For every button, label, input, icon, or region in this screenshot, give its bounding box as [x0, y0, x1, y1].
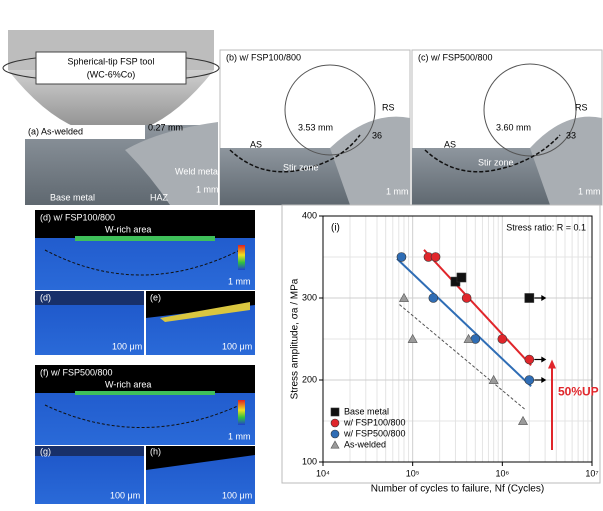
- region-label: Weld metal: [175, 166, 220, 176]
- side-label: AS: [250, 139, 262, 149]
- zone-label: Stir zone: [283, 162, 319, 172]
- scale-label: 1 mm: [228, 431, 251, 441]
- scale-label: 100 μm: [222, 490, 252, 500]
- scale-label: 100 μm: [112, 341, 142, 351]
- marker: [497, 334, 508, 344]
- panel-label: (d) w/ FSP100/800: [40, 212, 115, 222]
- scale-label: 100 μm: [222, 341, 252, 351]
- legend-label: Base metal: [344, 406, 389, 416]
- panel-label: (h): [150, 446, 161, 456]
- y-tick-label: 300: [302, 292, 317, 302]
- scale-label: 1 mm: [386, 186, 409, 196]
- runout-arrow-head: [541, 356, 547, 363]
- region-label: HAZ: [150, 192, 169, 202]
- scale-label: 1 mm: [196, 184, 219, 194]
- marker: [396, 252, 407, 262]
- panel-label: (g): [40, 446, 51, 456]
- tool-illustration: Spherical-tip FSP tool (WC-6%Co): [2, 30, 220, 135]
- angle-label: 36: [372, 130, 382, 140]
- side-label: RS: [382, 102, 395, 112]
- legend-label: w/ FSP100/800: [343, 417, 406, 427]
- fit-curve: [396, 258, 532, 387]
- marker: [456, 272, 467, 283]
- marker: [428, 293, 439, 303]
- marker: [430, 252, 441, 262]
- marker: [488, 374, 499, 384]
- annotation: 50%UP: [558, 384, 599, 398]
- depth-label: 0.27 mm: [148, 122, 183, 132]
- panel-label: (a) As-welded: [28, 126, 83, 136]
- y-tick-label: 400: [302, 210, 317, 220]
- region-label: W-rich area: [105, 379, 151, 389]
- scale-label: 1 mm: [228, 276, 251, 286]
- legend-label: As-welded: [344, 439, 386, 449]
- region-label: Base metal: [50, 192, 95, 202]
- chart: 10⁴ 10⁵ 10⁶ 10⁷ 100 200 300 400 Number of cycles…: [290, 210, 599, 494]
- scale-label: 100 μm: [110, 490, 140, 500]
- annotation: Stress ratio: R = 0.1: [506, 222, 586, 232]
- plot-area: [322, 215, 593, 463]
- fit-curve: [423, 249, 532, 367]
- zone-label: Stir zone: [478, 157, 514, 167]
- panel-label: (i): [331, 223, 340, 234]
- x-tick-label: 10⁵: [406, 468, 420, 478]
- side-label: AS: [444, 139, 456, 149]
- runout-arrow-head: [541, 377, 547, 383]
- panel-b: (b) w/ FSP100/800 RS AS 3.53 mm 36 Stir …: [219, 49, 411, 206]
- y-axis-label: Stress amplitude, σa / MPa: [290, 278, 301, 399]
- scale-label: 1 mm: [578, 186, 601, 196]
- marker: [517, 415, 529, 425]
- side-label: RS: [575, 102, 588, 112]
- x-tick-label: 10⁴: [316, 468, 330, 478]
- x-tick-label: 10⁶: [495, 468, 509, 478]
- panel-label: (c) w/ FSP500/800: [418, 52, 493, 62]
- y-tick-label: 200: [302, 374, 317, 384]
- radius-label: 3.53 mm: [298, 122, 333, 132]
- marker: [330, 418, 340, 428]
- marker: [524, 375, 535, 385]
- marker: [407, 333, 418, 343]
- radius-label: 3.60 mm: [496, 122, 531, 132]
- panel-d: (d) w/ FSP100/800 W-rich area 1 mm (d) 1…: [35, 210, 255, 355]
- tool-material: (WC-6%Co): [87, 69, 136, 79]
- marker: [398, 292, 409, 302]
- marker: [330, 429, 340, 439]
- chart-frame: [281, 204, 601, 484]
- y-tick-label: 100: [302, 456, 317, 466]
- panel-label: (b) w/ FSP100/800: [226, 52, 301, 62]
- marker: [524, 354, 535, 365]
- marker: [463, 333, 474, 343]
- x-tick-label: 10⁷: [585, 468, 598, 478]
- runout-arrow-head: [541, 295, 547, 301]
- improvement-arrow-head: [548, 359, 556, 369]
- panel-label: (f) w/ FSP500/800: [40, 367, 113, 377]
- x-axis-label: Number of cycles to failure, Nf (Cycles): [371, 484, 544, 495]
- marker: [461, 293, 472, 303]
- tool-name: Spherical-tip FSP tool: [68, 56, 155, 66]
- panel-f: (f) w/ FSP500/800 W-rich area 1 mm (g) 1…: [35, 365, 255, 504]
- marker: [330, 407, 340, 417]
- legend-label: w/ FSP500/800: [343, 428, 406, 438]
- marker: [330, 440, 340, 449]
- panel-a: (a) As-welded 0.27 mm Weld metal Base me…: [25, 122, 220, 205]
- panel-label: (e): [150, 292, 161, 302]
- panel-c: (c) w/ FSP500/800 RS AS 3.60 mm 33 Stir …: [411, 49, 603, 206]
- angle-label: 33: [566, 130, 576, 140]
- panel-label: (d): [40, 292, 51, 302]
- fit-curve: [399, 304, 526, 410]
- region-label: W-rich area: [105, 224, 151, 234]
- marker: [524, 293, 535, 303]
